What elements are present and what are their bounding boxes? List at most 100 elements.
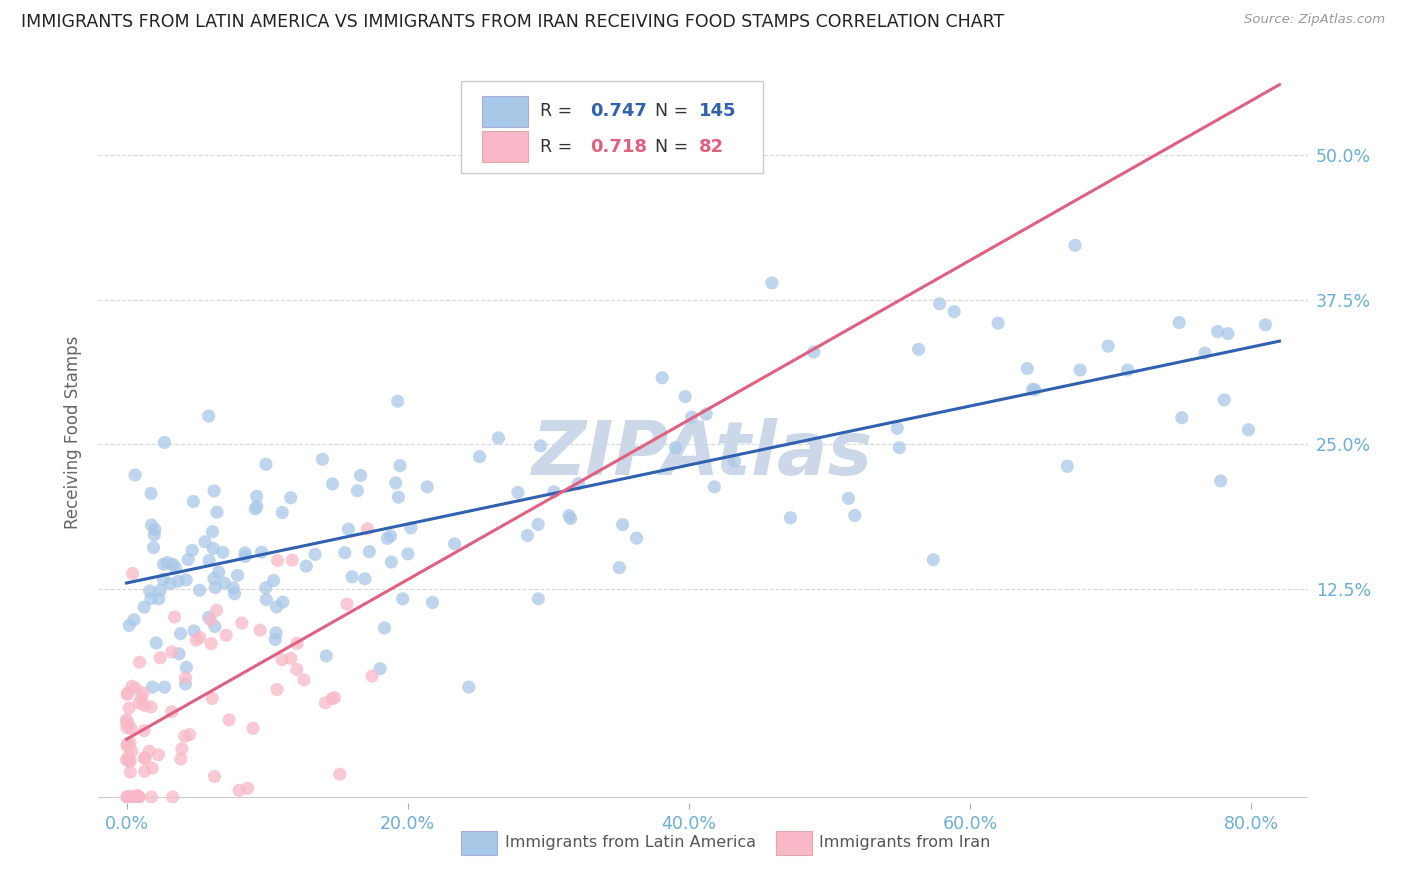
Point — [285, 663, 308, 677]
Point — [271, 595, 294, 609]
Point — [673, 390, 696, 404]
Point — [117, 750, 139, 764]
Point — [356, 522, 378, 536]
Point — [159, 576, 181, 591]
Point — [233, 546, 256, 560]
Point — [1056, 459, 1078, 474]
Point — [156, 556, 179, 570]
Point — [181, 543, 204, 558]
Point — [304, 547, 326, 561]
Point — [399, 521, 422, 535]
Point — [922, 553, 945, 567]
Point — [115, 790, 138, 805]
Point — [163, 610, 186, 624]
Point — [907, 343, 929, 357]
Point — [1213, 392, 1236, 407]
Point — [1168, 316, 1191, 330]
Point — [779, 510, 801, 524]
Text: R =: R = — [540, 103, 578, 120]
Point — [703, 480, 725, 494]
Point — [254, 592, 277, 607]
Point — [202, 541, 225, 556]
Text: 82: 82 — [699, 138, 724, 156]
Point — [128, 790, 150, 805]
Point — [271, 506, 294, 520]
Point — [281, 553, 304, 567]
Point — [1254, 318, 1277, 332]
Point — [723, 454, 745, 468]
Point — [145, 636, 167, 650]
Point — [249, 623, 271, 637]
Point — [280, 491, 302, 505]
Point — [201, 524, 224, 539]
Point — [264, 632, 287, 647]
Point — [886, 421, 908, 435]
Point — [202, 572, 225, 586]
Point — [224, 587, 246, 601]
Point — [1206, 325, 1229, 339]
Point — [139, 700, 162, 714]
Point — [375, 532, 398, 546]
Text: Source: ZipAtlas.com: Source: ZipAtlas.com — [1244, 13, 1385, 27]
Point — [173, 729, 195, 743]
Point — [122, 790, 145, 805]
Point — [128, 655, 150, 669]
Point — [530, 439, 553, 453]
Point — [928, 296, 950, 310]
Point — [152, 558, 174, 572]
Point — [141, 518, 163, 533]
Point — [134, 600, 156, 615]
Point — [134, 764, 156, 779]
Point — [844, 508, 866, 523]
FancyBboxPatch shape — [482, 131, 527, 162]
Point — [380, 529, 402, 543]
Text: N =: N = — [655, 103, 693, 120]
Point — [205, 505, 228, 519]
Point — [138, 744, 160, 758]
Point — [115, 721, 138, 735]
Point — [468, 450, 491, 464]
FancyBboxPatch shape — [776, 831, 811, 855]
Point — [169, 626, 191, 640]
Point — [695, 407, 717, 421]
Point — [396, 547, 419, 561]
Point — [1064, 238, 1087, 252]
Point — [117, 737, 139, 751]
Point — [124, 468, 146, 483]
Point — [254, 458, 277, 472]
Point — [516, 528, 538, 542]
Point — [387, 394, 409, 409]
Text: IMMIGRANTS FROM LATIN AMERICA VS IMMIGRANTS FROM IRAN RECEIVING FOOD STAMPS CORR: IMMIGRANTS FROM LATIN AMERICA VS IMMIGRA… — [21, 13, 1004, 31]
Point — [314, 696, 336, 710]
Point — [118, 618, 141, 632]
Point — [131, 690, 153, 705]
Point — [321, 691, 343, 706]
Point — [167, 574, 190, 589]
Text: 0.747: 0.747 — [591, 103, 647, 120]
Point — [121, 679, 143, 693]
Point — [340, 570, 363, 584]
Point — [174, 671, 197, 685]
Point — [612, 517, 634, 532]
Point — [380, 555, 402, 569]
Point — [121, 790, 143, 805]
Point — [218, 713, 240, 727]
Text: 145: 145 — [699, 103, 737, 120]
Point — [142, 541, 165, 555]
Point — [148, 591, 170, 606]
Point — [120, 754, 142, 768]
Point — [389, 458, 412, 473]
Point — [359, 544, 381, 558]
Point — [246, 489, 269, 503]
Point — [264, 626, 287, 640]
Point — [118, 789, 141, 804]
Point — [170, 752, 193, 766]
Point — [560, 511, 582, 525]
Point — [803, 345, 825, 359]
Point — [222, 581, 245, 595]
Point — [361, 669, 384, 683]
Point — [176, 660, 198, 674]
Point — [1024, 383, 1046, 397]
Point — [139, 486, 162, 500]
Point — [391, 591, 413, 606]
